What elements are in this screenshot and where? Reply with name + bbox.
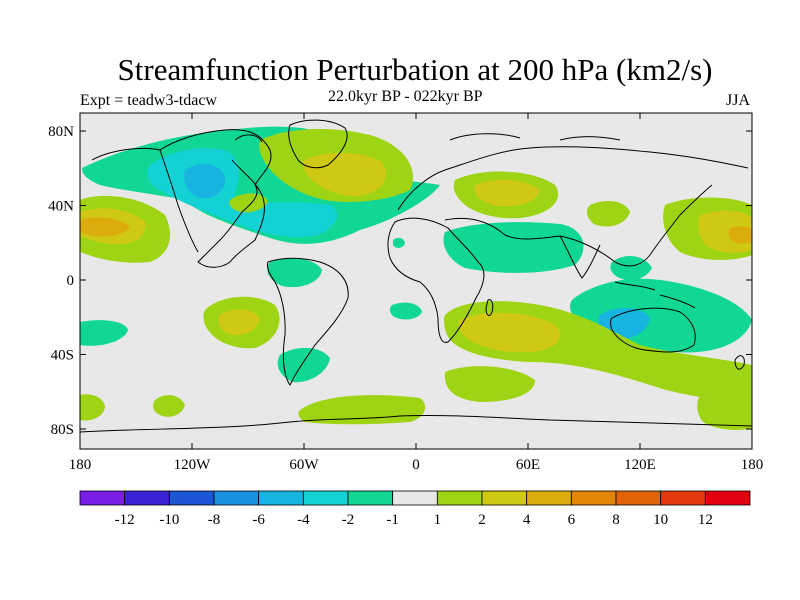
lon-label: 0 (412, 457, 420, 473)
colorbar-swatch (392, 490, 438, 506)
contour-pos-ring (229, 193, 268, 213)
lat-label: 80N (48, 124, 74, 140)
coast-new-zealand (734, 355, 745, 370)
colorbar-swatch (660, 490, 706, 506)
coast-greenland (288, 119, 348, 169)
contour-neg-na-core (184, 163, 226, 199)
contour-pos-greenland-inner (303, 152, 386, 197)
coast-australia (610, 307, 696, 353)
lon-label: 60E (516, 457, 540, 473)
colorbar-swatch (124, 490, 170, 506)
colorbar-swatch (258, 490, 304, 506)
lon-label: 60W (289, 457, 319, 473)
contour-pos-npacific-core (80, 217, 130, 237)
contour-pos-pacific-e-core (728, 226, 752, 244)
colorbar-swatch (436, 490, 483, 506)
lat-label: 80S (51, 422, 74, 438)
colorbar-swatch (526, 490, 572, 506)
axes: 80N 40N 0 40S 80S 180 120W 60W 0 60E 120E 180 (48, 113, 763, 473)
colorbar-swatch (481, 490, 528, 506)
colorbar-label: 8 (612, 512, 620, 528)
experiment-label: Expt = teadw3-tdacw (80, 92, 217, 109)
contour-pos-c-asia-core (474, 179, 540, 207)
lon-label: 120W (174, 457, 212, 473)
contour-neg-s-pacific (80, 320, 128, 346)
colorbar-label: -10 (159, 512, 179, 528)
contour-pos-drake (153, 395, 185, 417)
colorbar-label: 4 (523, 512, 531, 528)
lat-label: 0 (67, 273, 75, 289)
lon-label: 120E (624, 457, 656, 473)
coast-africa (387, 217, 485, 343)
lon-label: 180 (69, 457, 92, 473)
contour-fields (80, 126, 752, 430)
contour-neg-tropical-atl (267, 258, 322, 288)
coast-india (559, 235, 601, 279)
colorbar-swatch (347, 490, 394, 506)
colorbar-label: -8 (208, 512, 221, 528)
colorbar-swatch (79, 490, 126, 506)
colorbar-swatch (213, 490, 260, 506)
colorbar-label: 12 (698, 512, 713, 528)
colorbar: -12 -10 -8 -6 -4 -2 -1 1 2 4 6 8 10 12 (79, 490, 751, 528)
colorbar-label: -2 (342, 512, 355, 528)
coast-antarctica (80, 414, 752, 433)
colorbar-label: -4 (297, 512, 310, 528)
colorbar-swatch (704, 490, 751, 506)
contour-pos-s-ocean-e (697, 392, 752, 430)
colorbar-label: -6 (252, 512, 265, 528)
coast-madagascar (485, 299, 494, 316)
colorbar-swatch (302, 490, 349, 506)
lon-label: 180 (741, 457, 764, 473)
contour-neg-arabia (443, 222, 584, 273)
colorbar-label: 6 (568, 512, 576, 528)
contour-neg-s-america (277, 347, 330, 383)
colorbar-swatch (615, 490, 662, 506)
contour-pos-pacific-w (586, 200, 630, 227)
coast-arctic-islands (234, 133, 621, 143)
colorbar-label: 1 (434, 512, 442, 528)
contour-pos-s-indian-core (458, 312, 561, 353)
colorbar-label: 10 (653, 512, 668, 528)
coast-eurasia (397, 146, 749, 267)
coastlines (80, 119, 752, 433)
season-label: JJA (726, 92, 751, 109)
plot-title: Streamfunction Perturbation at 200 hPa (… (117, 52, 713, 87)
contour-neg-africa-small (389, 302, 422, 320)
contour-pos-se-pacific-core (218, 309, 260, 336)
coast-se-asia-islands (614, 281, 696, 309)
coast-south-america (267, 257, 349, 387)
contour-neg-china (610, 256, 652, 281)
lat-label: 40S (51, 348, 74, 364)
colorbar-label: -1 (386, 512, 399, 528)
lat-label: 40N (48, 199, 74, 215)
colorbar-swatch (570, 490, 617, 506)
contour-pos-s-ocean-w (80, 394, 105, 421)
coast-north-america (91, 129, 272, 268)
contour-pos-s-ocean-m (444, 366, 535, 402)
colorbar-swatch (168, 490, 215, 506)
contour-neg-sm1 (393, 237, 405, 248)
colorbar-label: -12 (115, 512, 135, 528)
map-panel (79, 112, 753, 450)
colorbar-label: 2 (478, 512, 486, 528)
period-label: 22.0kyr BP - 022kyr BP (328, 88, 483, 105)
